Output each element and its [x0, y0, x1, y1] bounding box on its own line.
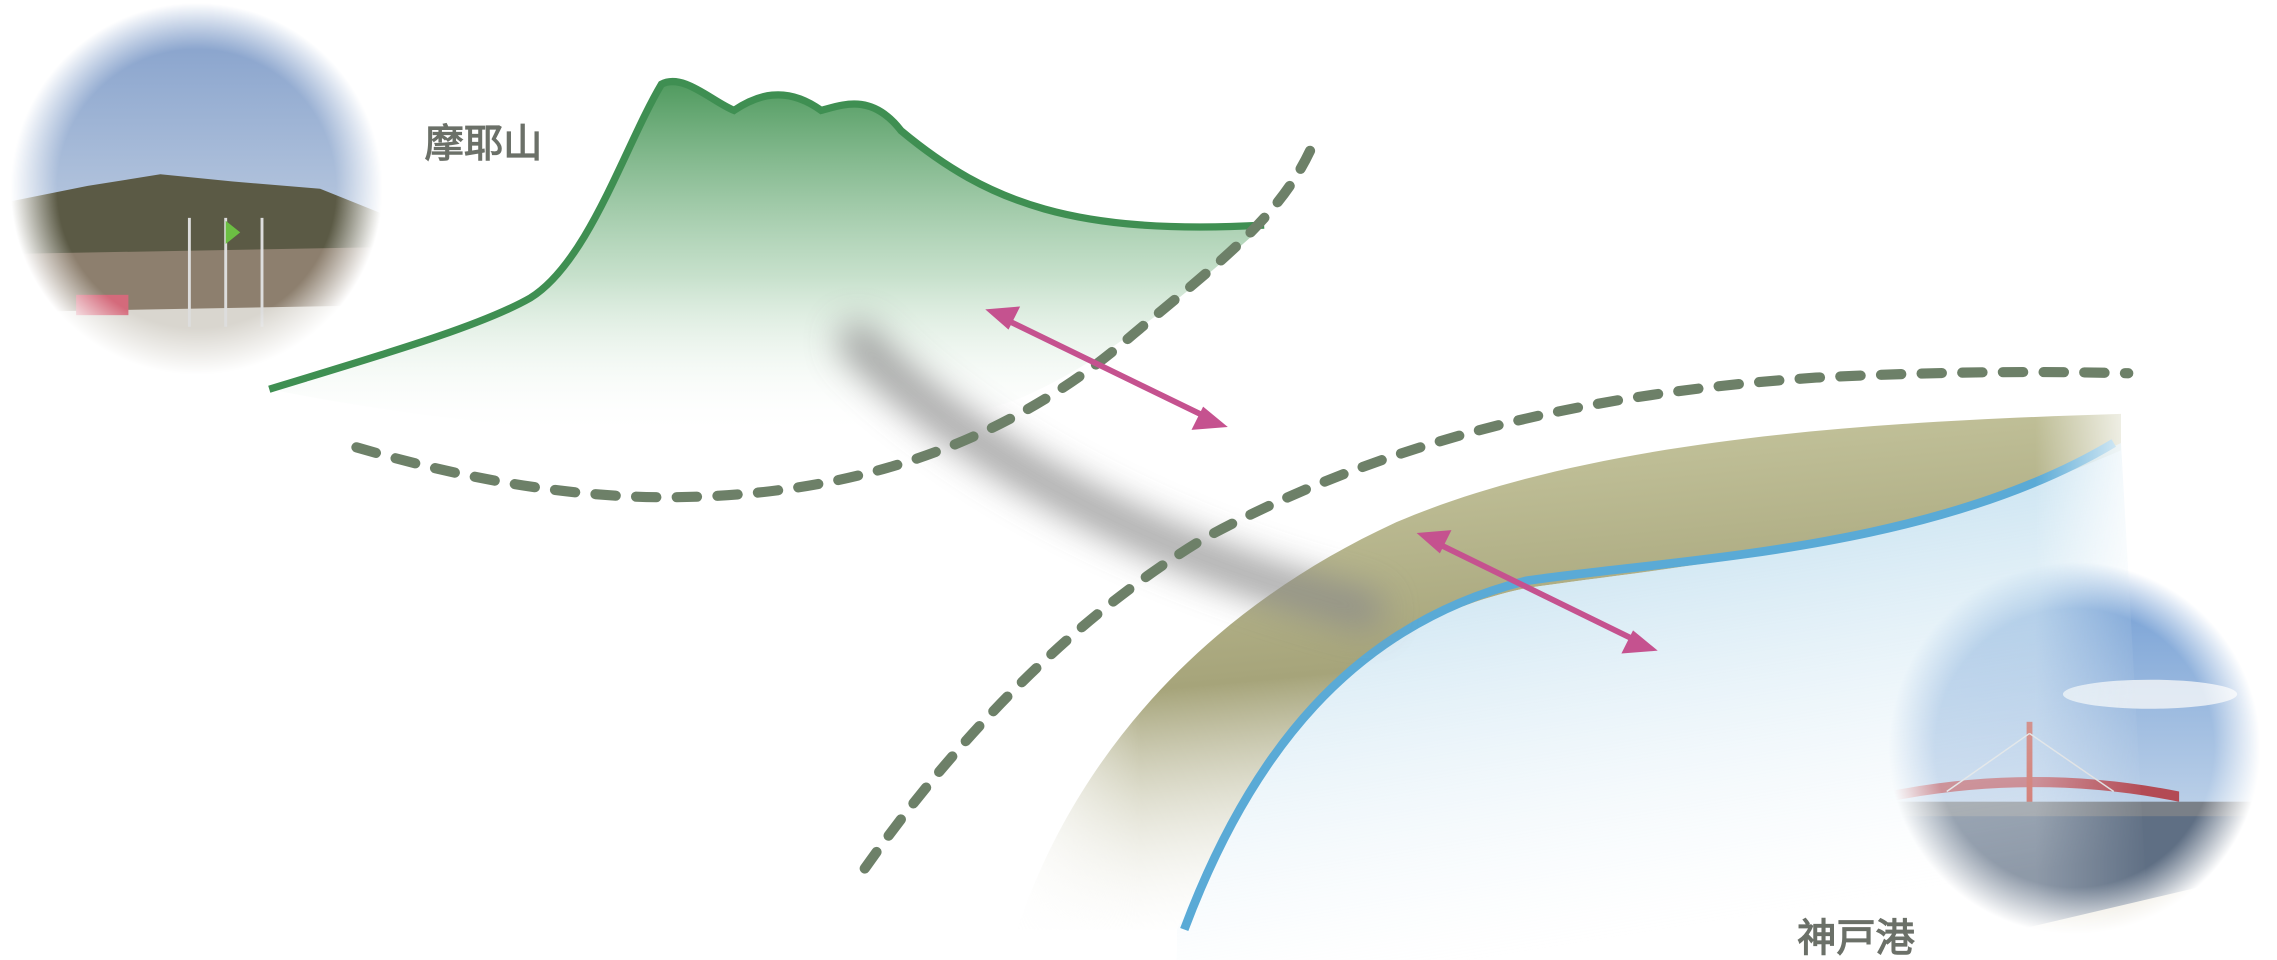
mountain-photo	[0, 0, 393, 378]
shadow	[838, 322, 1385, 629]
sea	[1176, 442, 2151, 960]
mountain-label: 摩耶山	[425, 122, 543, 167]
boundary-dashed	[859, 366, 2134, 874]
arrow	[1416, 530, 1658, 654]
arrow	[985, 306, 1228, 430]
coastline	[1180, 439, 2116, 932]
mountain-shape	[269, 81, 1265, 437]
mountain-ridge	[268, 78, 1265, 393]
port-label: 神戸港	[1797, 916, 1915, 960]
land-band	[1017, 413, 2122, 930]
boundary-dashed	[351, 144, 1316, 503]
